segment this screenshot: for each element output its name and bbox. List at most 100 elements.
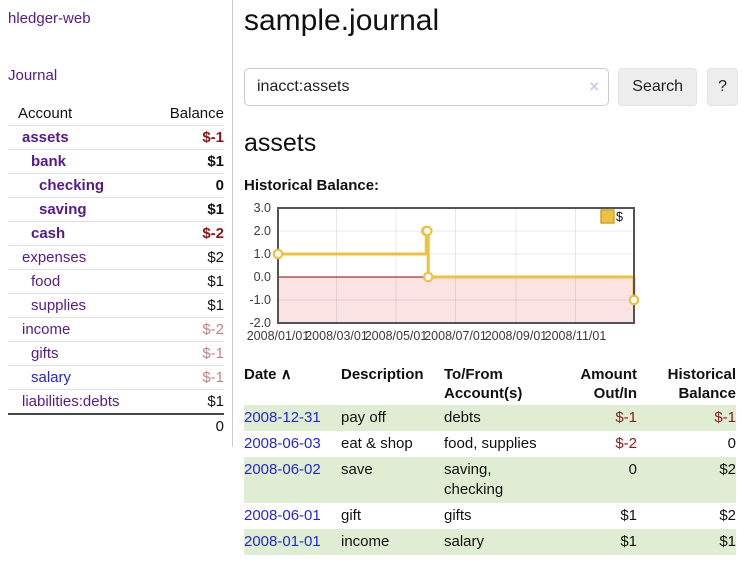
sidebar: hledger-web Journal Account Balance asse…: [0, 0, 233, 447]
svg-text:2008/07/01: 2008/07/01: [424, 329, 487, 343]
balance-col-header: Balance: [169, 105, 224, 122]
account-row: salary $-1: [8, 365, 224, 390]
account-balance: $-1: [153, 365, 224, 390]
col-date[interactable]: Date ∧: [244, 366, 292, 383]
account-row: checking 0: [8, 173, 224, 198]
account-row: expenses $2: [8, 245, 224, 270]
account-link[interactable]: supplies: [31, 297, 87, 314]
account-balance: $1: [153, 197, 224, 222]
account-link[interactable]: salary: [31, 369, 72, 386]
account-balance: $2: [153, 245, 224, 270]
transaction-description: eat & shop: [341, 435, 413, 452]
account-heading: assets: [244, 129, 317, 157]
account-link[interactable]: bank: [31, 153, 67, 170]
account-row: gifts $-1: [8, 341, 224, 366]
transaction-accounts: gifts: [444, 507, 472, 524]
transaction-accounts: food, supplies: [444, 435, 537, 452]
transaction-description: pay off: [341, 409, 386, 426]
svg-text:2008/05/01: 2008/05/01: [365, 329, 428, 343]
account-row: cash $-2: [8, 221, 224, 246]
transaction-description: income: [341, 533, 390, 550]
svg-text:2008/09/01: 2008/09/01: [485, 329, 548, 343]
help-button[interactable]: ?: [707, 68, 739, 106]
historical-balance-chart: 3.0 2.0 1.0 0.0 -1.0 -2.02008/01/012008/03/01…: [247, 203, 640, 343]
account-balance: $1: [153, 269, 224, 294]
account-link[interactable]: income: [22, 321, 71, 338]
account-row: liabilities:debts $1: [8, 389, 224, 414]
register-table: Date ∧ Description To/From Account(s) Am…: [244, 363, 736, 555]
svg-text:1.0: 1.0: [254, 247, 271, 261]
accounts-col-header: Account: [18, 105, 73, 122]
transaction-row: 2008-06-01 gift gifts $1 $2: [244, 503, 736, 529]
transaction-balance: 0: [727, 435, 736, 452]
account-link[interactable]: cash: [31, 225, 66, 242]
transaction-date-link[interactable]: 2008-01-01: [244, 533, 321, 550]
app-title-link[interactable]: hledger-web: [8, 10, 91, 27]
search-input-wrapper: ×: [244, 68, 610, 106]
svg-text:3.0: 3.0: [254, 203, 271, 215]
account-link[interactable]: expenses: [22, 249, 87, 266]
accounts-table: Account Balance assets $-1 bank $1 checking 0…: [8, 102, 224, 438]
svg-text:-2.0: -2.0: [249, 316, 271, 330]
col-amount: Amount Out/In: [580, 366, 637, 402]
main-content: sample.journal × Search ? assets Histori…: [244, 0, 739, 555]
svg-text:2008/03/01: 2008/03/01: [305, 329, 368, 343]
account-link[interactable]: checking: [39, 177, 105, 194]
account-balance: $1: [153, 389, 224, 414]
transaction-row: 2008-06-03 eat & shop food, supplies $-2 0: [244, 431, 736, 457]
account-balance: $1: [153, 149, 224, 174]
transaction-date-link[interactable]: 2008-06-02: [244, 461, 321, 478]
account-row: income $-2: [8, 317, 224, 342]
sort-asc-icon: ∧: [280, 366, 292, 383]
col-historical-balance: Historical Balance: [667, 366, 736, 402]
accounts-total-row: 0: [8, 413, 224, 438]
account-balance: $-2: [153, 317, 224, 342]
transaction-date-link[interactable]: 2008-06-03: [244, 435, 321, 452]
account-balance: 0: [153, 173, 224, 198]
transaction-row: 2008-01-01 income salary $1 $1: [244, 529, 736, 555]
transaction-amount: $1: [620, 507, 637, 524]
account-row: bank $1: [8, 149, 224, 174]
transaction-balance: $1: [719, 533, 736, 550]
account-balance: $-2: [153, 221, 224, 246]
nav-journal-link[interactable]: Journal: [8, 67, 58, 84]
legend-label: $: [616, 210, 623, 224]
transaction-balance: $2: [719, 507, 736, 524]
transaction-balance: $-1: [714, 409, 736, 426]
transaction-description: save: [341, 461, 373, 478]
svg-text:0.0: 0.0: [254, 270, 271, 284]
account-row: saving $1: [8, 197, 224, 222]
transaction-amount: $-2: [615, 435, 637, 452]
account-balance: $-1: [153, 125, 224, 150]
accounts-total-value: 0: [153, 413, 224, 438]
transaction-row: 2008-12-31 pay off debts $-1 $-1: [244, 405, 736, 431]
clear-search-icon[interactable]: ×: [589, 77, 600, 96]
search-button[interactable]: Search: [618, 68, 698, 106]
search-input[interactable]: [244, 68, 610, 106]
col-tofrom-accounts: To/From Account(s): [444, 366, 523, 402]
account-link[interactable]: gifts: [31, 345, 59, 362]
transaction-description: gift: [341, 507, 362, 524]
svg-text:2008/01/01: 2008/01/01: [247, 329, 310, 343]
transaction-date-link[interactable]: 2008-12-31: [244, 409, 321, 426]
account-link[interactable]: assets: [22, 129, 69, 146]
chart-label: Historical Balance:: [244, 177, 380, 194]
account-link[interactable]: liabilities:debts: [22, 393, 120, 410]
account-link[interactable]: saving: [39, 201, 87, 218]
transaction-amount: 0: [628, 461, 637, 478]
search-bar: × Search ?: [244, 68, 739, 106]
col-description: Description: [341, 366, 424, 383]
transaction-date-link[interactable]: 2008-06-01: [244, 507, 321, 524]
svg-text:2.0: 2.0: [254, 224, 271, 238]
account-link[interactable]: food: [31, 273, 61, 290]
svg-text:2008/11/01: 2008/11/01: [545, 329, 607, 343]
account-row: assets $-1: [8, 125, 224, 150]
transaction-amount: $1: [620, 533, 637, 550]
legend-swatch: [600, 209, 615, 224]
account-balance: $1: [153, 293, 224, 318]
transaction-accounts: saving, checking: [444, 461, 504, 498]
transaction-accounts: debts: [444, 409, 481, 426]
account-balance: $-1: [153, 341, 224, 366]
transaction-amount: $-1: [615, 409, 637, 426]
transaction-balance: $2: [719, 461, 736, 478]
